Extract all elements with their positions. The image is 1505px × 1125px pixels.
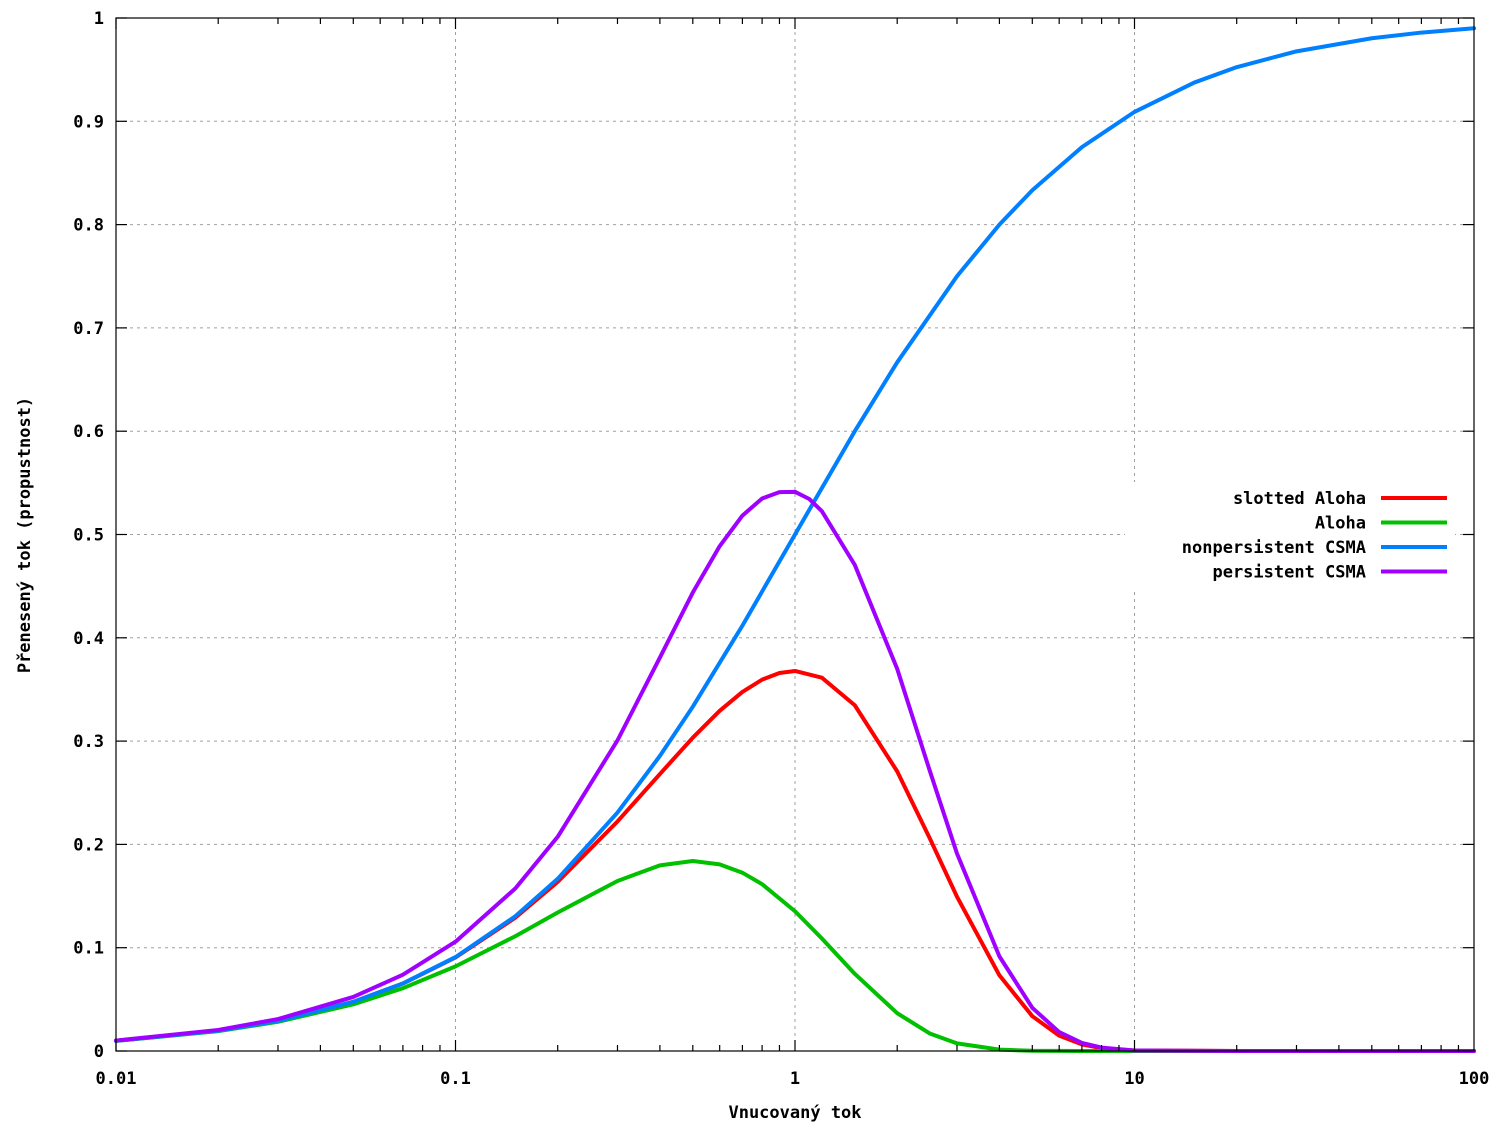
- x-tick-label: 0.1: [440, 1069, 471, 1089]
- x-tick-label: 1: [790, 1069, 800, 1089]
- legend-label: nonpersistent CSMA: [1182, 538, 1366, 558]
- x-tick-label: 10: [1124, 1069, 1144, 1089]
- y-tick-label: 0: [94, 1042, 104, 1062]
- y-tick-label: 0.1: [73, 939, 104, 959]
- y-tick-label: 0.8: [73, 216, 104, 236]
- x-tick-label: 0.01: [96, 1069, 137, 1089]
- y-axis-title: Přenesený tok (propustnost): [15, 397, 35, 673]
- y-tick-label: 0.7: [73, 319, 104, 339]
- legend-label: Aloha: [1315, 514, 1366, 534]
- legend-background: [1125, 482, 1455, 592]
- legend-label: slotted Aloha: [1233, 489, 1366, 509]
- x-axis-title: Vnucovaný tok: [728, 1103, 861, 1123]
- y-tick-label: 1: [94, 9, 104, 29]
- legend: slotted Aloha Aloha nonpersistent CSMA pers…: [1125, 482, 1455, 592]
- series-line-nonpersistent-csma: [114, 26, 1476, 1043]
- y-tick-label: 0.6: [73, 422, 104, 442]
- y-tick-label: 0.2: [73, 835, 104, 855]
- axes-layer: 0.01 0.1 1 10 100 0 0.1 0.2 0.3 0.4 0.5 0.6 0.7 0.8 0.…: [73, 9, 1489, 1089]
- y-tick-label: 0.5: [73, 526, 104, 546]
- legend-label: persistent CSMA: [1212, 563, 1366, 583]
- x-tick-label: 100: [1459, 1069, 1490, 1089]
- y-tick-label: 0.4: [73, 629, 104, 649]
- series-line-persistent-csma: [114, 489, 1476, 1053]
- y-tick-label: 0.9: [73, 112, 104, 132]
- y-tick-label: 0.3: [73, 732, 104, 752]
